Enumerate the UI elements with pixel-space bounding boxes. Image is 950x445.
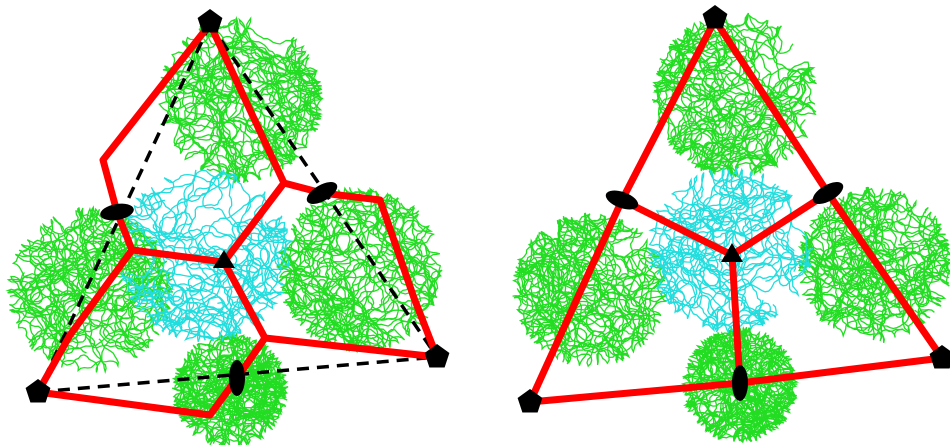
twofold-axis [229,360,245,396]
fivefold-axis [198,9,223,33]
fivefold-axis [703,5,728,29]
fivefold-axis [518,389,543,413]
twofold-axis [732,365,748,401]
red-edge [103,24,224,262]
protein-backbones [8,13,950,445]
page: (() => { const data = JSON.parse(documen… [0,0,950,445]
figure [0,0,950,445]
fivefold-axis [425,344,450,368]
